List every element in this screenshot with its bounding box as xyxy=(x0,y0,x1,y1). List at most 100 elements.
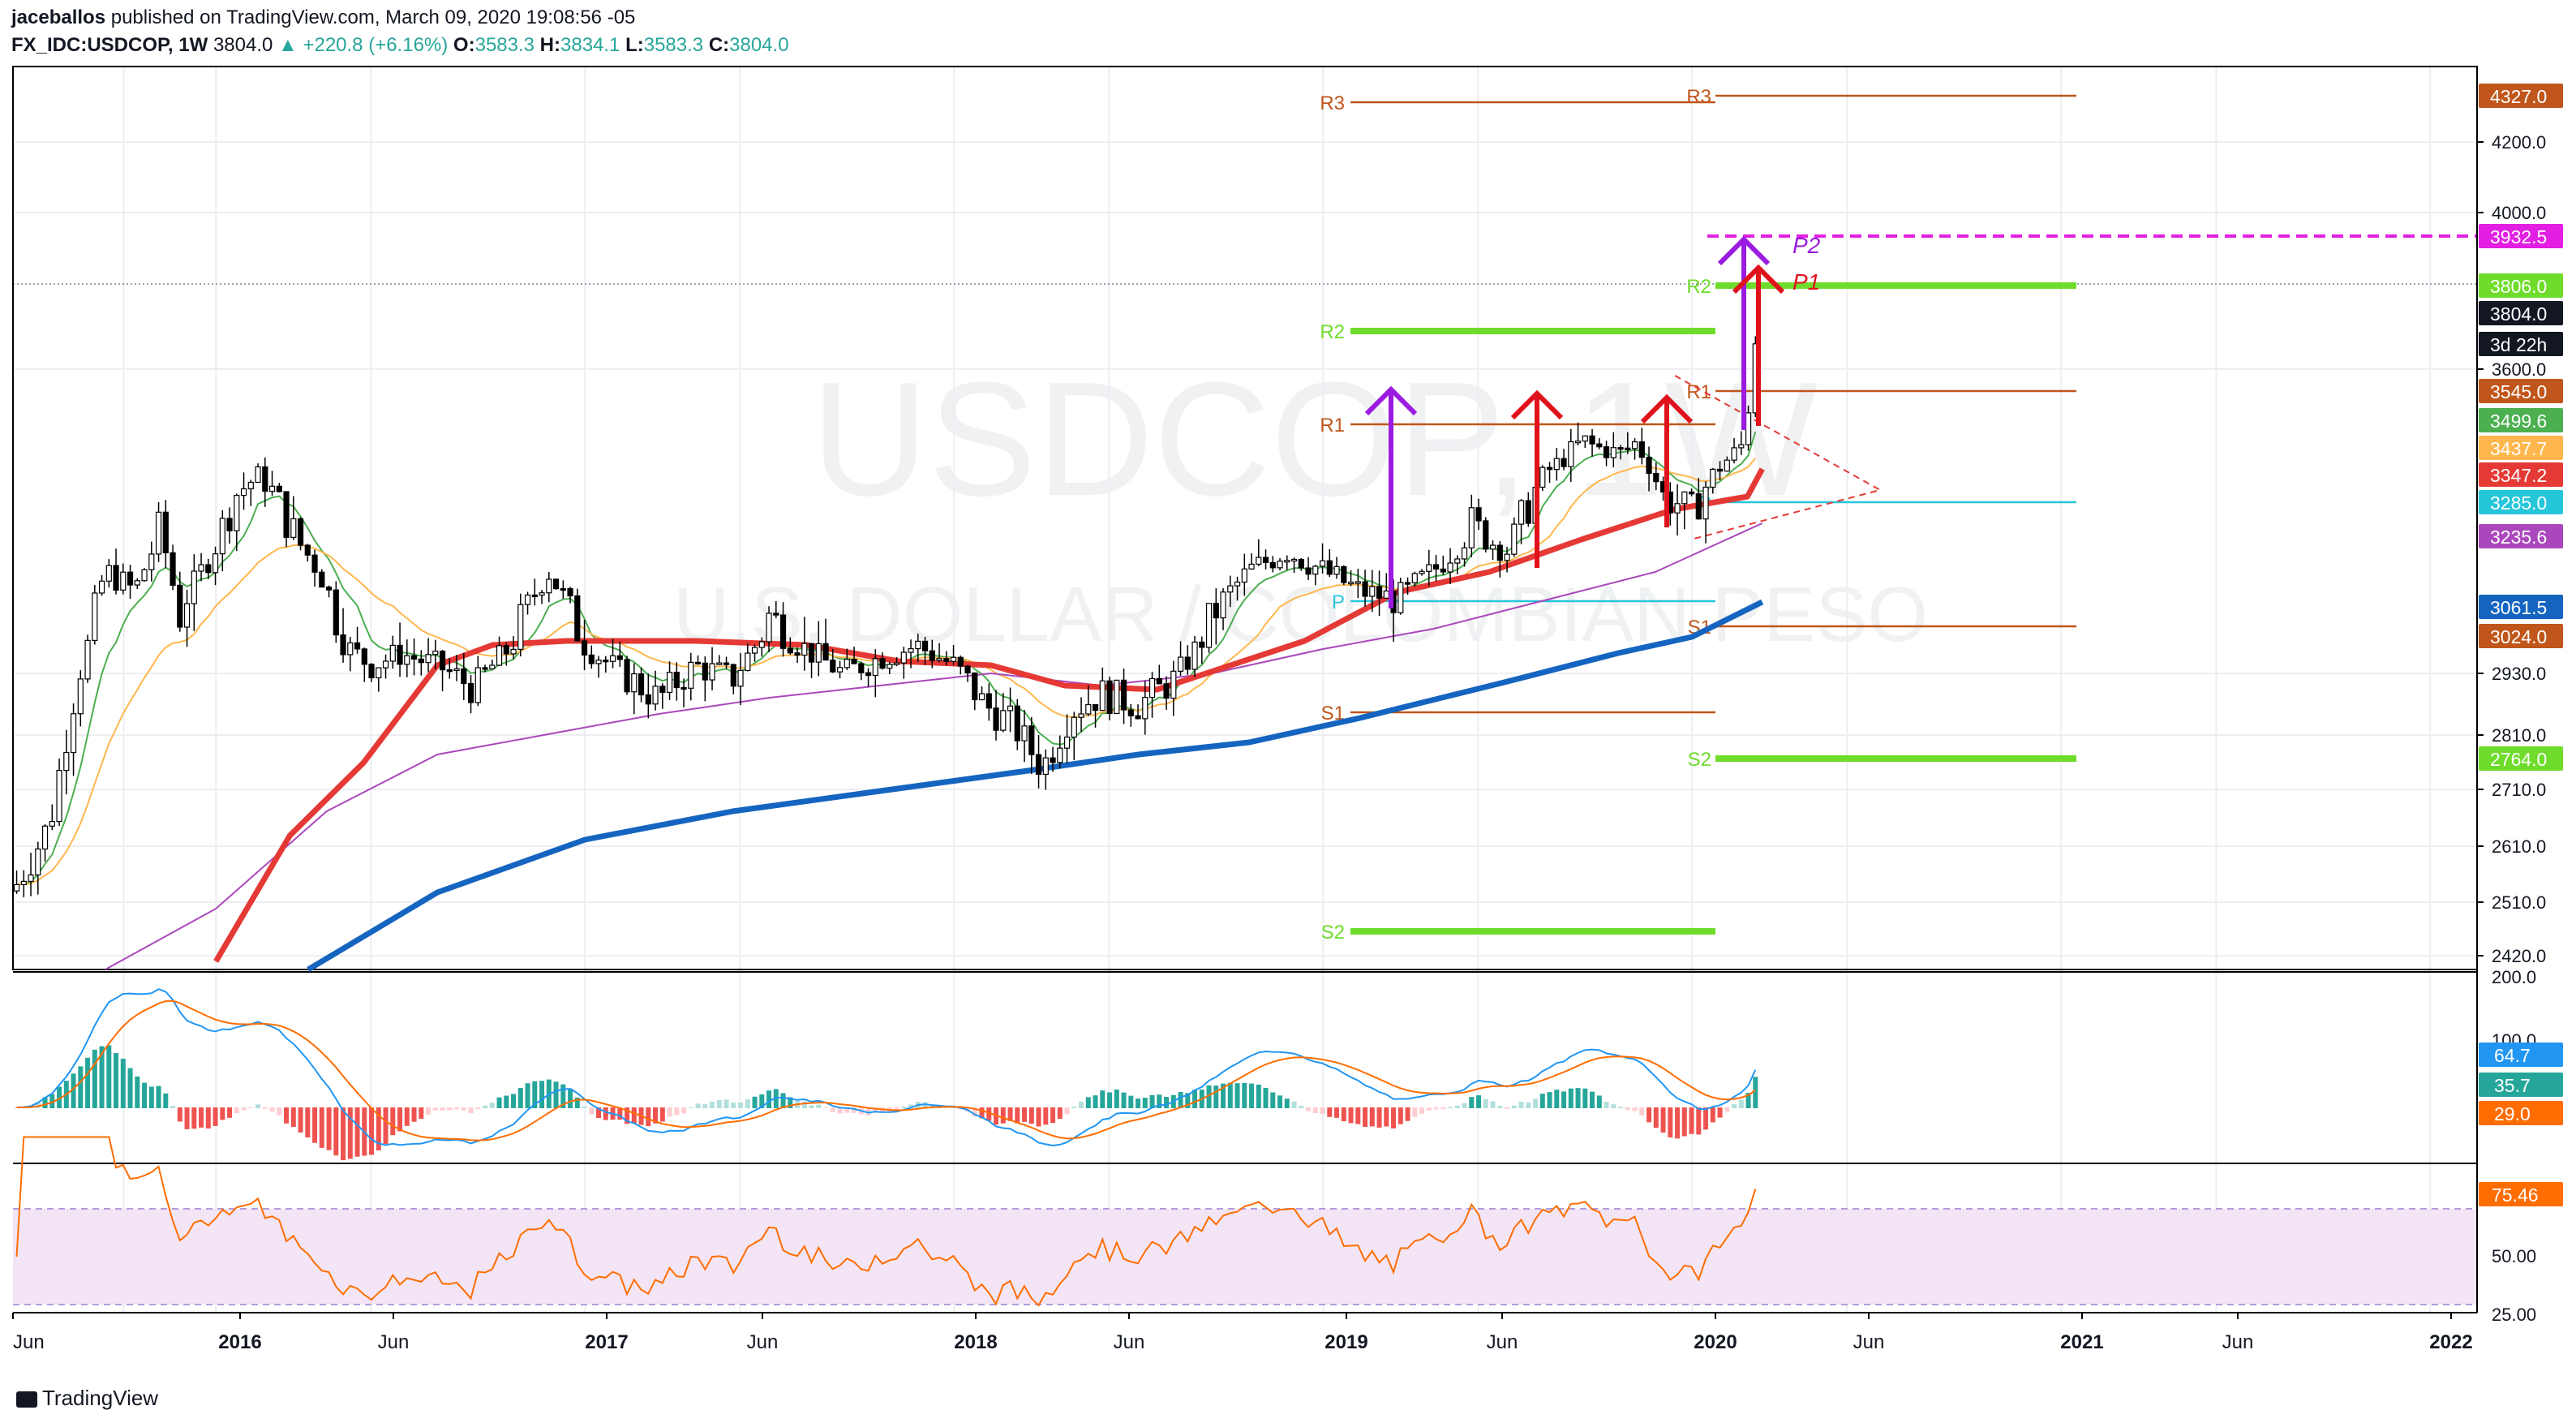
last-price: 3804.0 xyxy=(213,34,273,56)
macd-histogram-bar xyxy=(1050,1107,1056,1124)
macd-histogram-bar xyxy=(1397,1107,1403,1124)
candle-body xyxy=(404,655,410,665)
candle-body xyxy=(1511,523,1518,555)
macd-histogram-bar xyxy=(766,1090,772,1108)
macd-histogram-bar xyxy=(702,1103,708,1108)
price-label-box xyxy=(2479,746,2563,771)
candle-body xyxy=(1724,459,1730,472)
macd-histogram-bar xyxy=(625,1107,630,1124)
published-text: published on TradingView.com, March 09, … xyxy=(110,6,636,28)
macd-histogram-bar xyxy=(568,1088,573,1108)
macd-histogram-bar xyxy=(1462,1103,1467,1108)
candle-body xyxy=(1262,557,1269,564)
author-name[interactable]: jaceballos xyxy=(11,6,106,28)
rsi-panel xyxy=(15,1136,1757,1307)
price-label-text: 3545.0 xyxy=(2490,381,2547,402)
candle-body xyxy=(1000,710,1007,731)
candle-body xyxy=(830,659,836,673)
macd-histogram-bar xyxy=(1376,1107,1382,1128)
macd-histogram-bar xyxy=(1533,1098,1539,1108)
macd-histogram-bar xyxy=(1575,1088,1581,1108)
tradingview-logo[interactable]: TradingView xyxy=(16,1386,158,1411)
price-axis: 4200.0 4000.0 3600.0 2930.0 2810.0 2710.0 2610… xyxy=(2476,67,2576,1381)
symbol-label[interactable]: FX_IDC:USDCOP, 1W xyxy=(11,34,208,56)
macd-histogram-bar xyxy=(731,1103,736,1108)
candle-body xyxy=(1376,586,1383,599)
macd-histogram-bar xyxy=(447,1107,453,1111)
macd-histogram-bar xyxy=(1412,1107,1418,1117)
candle-body xyxy=(496,645,503,666)
candle-body xyxy=(1333,565,1340,575)
macd-histogram-bar xyxy=(71,1073,76,1108)
panel-frames xyxy=(12,66,2478,1313)
macd-signal-line xyxy=(16,1000,1756,1141)
macd-histogram-bar xyxy=(1675,1107,1681,1139)
macd-histogram-bar xyxy=(1348,1107,1354,1124)
candle-body xyxy=(474,667,481,703)
macd-histogram-bar xyxy=(1596,1095,1602,1108)
candle-body xyxy=(148,553,155,570)
macd-histogram-bar xyxy=(574,1097,580,1108)
candles xyxy=(13,336,1758,898)
pivot-label-r2-2019: R2 xyxy=(1320,321,1345,343)
candle-body xyxy=(1341,565,1347,583)
candle-body xyxy=(673,672,680,689)
candle-body xyxy=(98,580,105,594)
macd-histogram-bar xyxy=(1703,1107,1709,1130)
macd-histogram-bar xyxy=(930,1104,935,1108)
candle-body xyxy=(567,588,573,597)
price-label-box xyxy=(2479,524,2563,548)
price-label-text: 3806.0 xyxy=(2490,276,2547,297)
candle-body xyxy=(49,820,55,827)
macd-histogram-bar xyxy=(411,1107,417,1122)
time-axis: Jun 2016 Jun 2017 Jun 2018 Jun 2019 Jun 2020 Jun 20… xyxy=(12,1313,2473,1353)
macd-histogram-bar xyxy=(177,1107,182,1122)
candle-body xyxy=(56,770,62,823)
candle-body xyxy=(1397,582,1404,613)
candle-body xyxy=(1057,747,1063,763)
macd-histogram-bar xyxy=(290,1107,296,1128)
macd-histogram-bar xyxy=(1213,1086,1219,1108)
candle-body xyxy=(858,663,865,673)
macd-label-text: 64.7 xyxy=(2494,1045,2531,1066)
annotation-p1: P1 xyxy=(1792,269,1820,294)
candle-body xyxy=(382,660,389,669)
candle-body xyxy=(702,662,708,681)
macd-histogram-bar xyxy=(1448,1107,1453,1108)
macd-histogram-bar xyxy=(1249,1083,1255,1108)
candle-body xyxy=(92,592,98,641)
price-label-box xyxy=(2479,379,2563,403)
candle-body xyxy=(879,658,886,669)
macd-histogram-bar xyxy=(319,1107,324,1148)
macd-histogram-bar xyxy=(489,1103,495,1108)
macd-histogram-bar xyxy=(844,1107,850,1113)
arrow-red-1-head xyxy=(1510,389,1564,420)
candle-body xyxy=(1411,573,1418,583)
macd-histogram-bar xyxy=(234,1107,239,1114)
macd-histogram-bar xyxy=(1681,1107,1687,1137)
arrow-red-3-head xyxy=(1732,264,1785,294)
macd-histogram-bar xyxy=(1270,1092,1276,1108)
candle-body xyxy=(1106,680,1113,715)
rsi-tick-label: 25.00 xyxy=(2492,1305,2536,1325)
macd-histogram-bar xyxy=(1334,1107,1340,1118)
macd-histogram-bar xyxy=(631,1107,637,1124)
candle-body xyxy=(70,713,77,754)
macd-histogram-bar xyxy=(901,1107,907,1108)
macd-histogram-bar xyxy=(440,1107,445,1111)
macd-histogram-bar xyxy=(114,1053,119,1108)
candle-body xyxy=(908,647,914,653)
candle-body xyxy=(1290,558,1298,562)
macd-histogram-bar xyxy=(205,1107,211,1129)
macd-histogram-bar xyxy=(120,1058,126,1108)
macd-histogram-bar xyxy=(227,1107,233,1118)
macd-histogram-bar xyxy=(1696,1107,1702,1135)
macd-histogram-bar xyxy=(369,1107,375,1155)
candle-body xyxy=(77,678,84,715)
price-tick-label: 2930.0 xyxy=(2492,664,2546,684)
macd-histogram-bar xyxy=(1085,1097,1091,1108)
candle-body xyxy=(1092,703,1099,712)
candle-body xyxy=(688,661,694,689)
low-value: 3583.3 xyxy=(643,34,704,56)
